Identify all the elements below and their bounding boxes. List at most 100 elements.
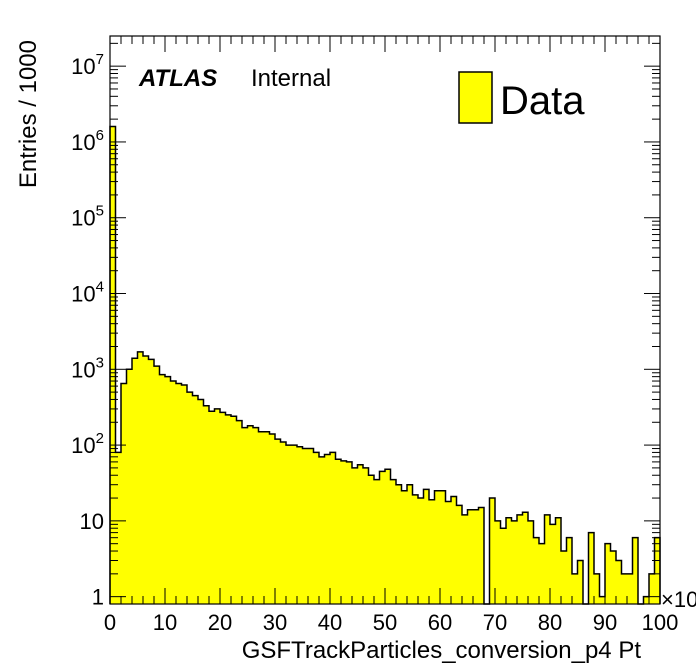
y-tick-label: 104 [71, 279, 104, 307]
histogram-bar [132, 358, 138, 604]
histogram-bar [451, 496, 457, 604]
histogram-bar [236, 420, 242, 604]
x-axis-title: GSFTrackParticles_conversion_p4 Pt [242, 637, 642, 664]
histogram-bar [137, 351, 143, 604]
histogram-bar [577, 560, 583, 604]
histogram-bar [291, 445, 297, 604]
y-tick-label: 102 [71, 430, 104, 458]
histogram-bar [368, 475, 374, 604]
legend: Data [458, 71, 585, 124]
histogram-bar [187, 392, 193, 604]
histogram-bar [170, 381, 176, 604]
x-tick-label: 50 [373, 610, 397, 635]
histogram-bar [643, 596, 649, 604]
x-tick-label: 100 [642, 610, 679, 635]
histogram-bar [610, 551, 616, 604]
x-tick-label: 20 [208, 610, 232, 635]
histogram-bar [621, 573, 627, 604]
histogram-bar [165, 376, 171, 604]
y-axis-title: Entries / 1000 [15, 40, 42, 188]
histogram-bar [533, 537, 539, 604]
histogram-bar [473, 509, 479, 604]
histogram-bar [330, 452, 336, 604]
histogram-bar [506, 517, 512, 604]
histogram-bar [275, 439, 281, 604]
histogram-bar [302, 448, 308, 604]
histogram-bar [159, 374, 165, 604]
x-tick-label: 90 [593, 610, 617, 635]
histogram-bar [225, 414, 231, 604]
histogram-bar [192, 395, 198, 604]
histogram-bar [115, 452, 121, 604]
histogram-bar [379, 471, 385, 604]
histogram-bar [297, 446, 303, 604]
histogram-bar [346, 461, 352, 604]
histogram-bar [357, 464, 363, 604]
histogram-bar [110, 126, 116, 605]
histogram-bar [242, 427, 248, 604]
histogram-bar [588, 532, 594, 604]
histogram-bar [220, 412, 226, 604]
x-tick-labels: 0 10 20 30 40 50 60 70 80 90 100 [104, 610, 678, 635]
histogram-bar [517, 514, 523, 604]
histogram-bar [126, 369, 132, 604]
x-tick-label: 0 [104, 610, 116, 635]
histogram-bar [148, 359, 154, 604]
histogram-bar [253, 427, 259, 604]
histogram-bar [456, 505, 462, 604]
y-tick-labels: 1 10 102 103 104 105 106 107 [71, 51, 104, 609]
histogram-bar [566, 537, 572, 604]
x-tick-label: 80 [538, 610, 562, 635]
internal-label: Internal [251, 65, 331, 92]
histogram-bar [390, 479, 396, 604]
histogram-bar [467, 509, 473, 604]
histogram-bar [198, 399, 204, 604]
histogram-bar [649, 573, 655, 604]
histogram-bar [572, 573, 578, 604]
histogram-bar [500, 528, 506, 604]
histogram-bar [319, 456, 325, 604]
histogram-bar [264, 431, 270, 604]
histogram-bar [429, 499, 435, 604]
y-tick-label: 1 [92, 585, 104, 610]
histogram-bar [616, 560, 622, 604]
histogram-bar [286, 445, 292, 604]
histogram-bar [385, 469, 391, 604]
histogram-bar [324, 454, 330, 604]
histogram-bar [605, 543, 611, 604]
y-tick-label: 105 [71, 203, 104, 231]
histogram-bar [154, 366, 160, 604]
histogram-bar [363, 467, 369, 604]
histogram-bar [396, 484, 402, 604]
histogram-bar [423, 489, 429, 604]
histogram-bar [258, 431, 264, 604]
histogram-bar [544, 514, 550, 604]
histogram-bar [511, 520, 517, 604]
y-tick-label: 103 [71, 354, 104, 382]
histogram-bar [550, 524, 556, 604]
histogram-bar [269, 434, 275, 604]
histogram-bar [313, 452, 319, 604]
histogram-bar [203, 405, 209, 604]
histogram-bar [121, 383, 127, 604]
histogram-bar [478, 507, 484, 604]
x-tick-label: 60 [428, 610, 452, 635]
histogram-bar [440, 490, 446, 604]
x-tick-label: 10 [153, 610, 177, 635]
histogram-bar [599, 596, 605, 604]
atlas-label: ATLAS [138, 65, 217, 92]
x-tick-label: 30 [263, 610, 287, 635]
y-tick-label: 106 [71, 127, 104, 155]
histogram-bar [401, 490, 407, 604]
histogram-bar [528, 520, 534, 604]
histogram-bar [176, 383, 182, 604]
histogram-bar [627, 573, 633, 604]
x-tick-label: 40 [318, 610, 342, 635]
legend-label-data: Data [500, 79, 585, 123]
histogram-bar [632, 537, 638, 604]
histogram-bar [412, 494, 418, 604]
histogram-bar [280, 441, 286, 604]
histogram-bar [434, 490, 440, 604]
histogram-bar [654, 537, 660, 604]
